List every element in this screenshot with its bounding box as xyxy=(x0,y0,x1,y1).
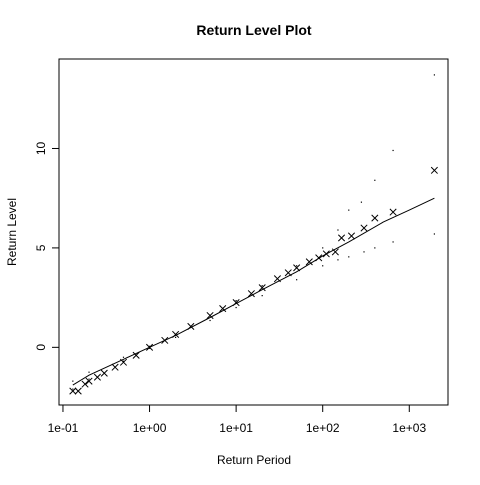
confidence-point xyxy=(72,380,74,382)
y-tick-label: 0 xyxy=(34,344,48,351)
y-tick-label: 10 xyxy=(34,141,48,155)
confidence-point xyxy=(72,388,74,390)
empirical-point xyxy=(247,290,255,298)
confidence-point xyxy=(148,345,151,347)
confidence-point xyxy=(374,179,376,181)
confidence-point xyxy=(261,285,263,287)
empirical-series xyxy=(69,166,438,395)
fitted-line xyxy=(72,197,435,386)
y-tick-label: 5 xyxy=(34,244,48,251)
confidence-point xyxy=(433,74,435,76)
confidence-point xyxy=(322,265,324,267)
fitted-series xyxy=(72,197,435,386)
confidence-point xyxy=(235,300,237,302)
confidence-point xyxy=(122,356,125,358)
empirical-point xyxy=(430,166,438,174)
empirical-point xyxy=(93,373,101,381)
y-axis-label: Return Level xyxy=(5,198,19,266)
confidence-point xyxy=(235,306,237,309)
confidence-point xyxy=(374,247,376,249)
confidence-point xyxy=(348,209,350,211)
confidence-point xyxy=(348,256,350,258)
empirical-point xyxy=(293,264,301,272)
empirical-point xyxy=(371,214,379,222)
confidence-point xyxy=(209,319,211,322)
x-axis: 1e-01 1e+00 1e+01 1e+02 1e+03 xyxy=(48,404,426,435)
confidence-point xyxy=(148,347,151,349)
empirical-point xyxy=(69,387,77,395)
x-tick-label: 1e+01 xyxy=(219,421,253,435)
confidence-point xyxy=(360,201,363,203)
empirical-point xyxy=(119,358,128,366)
x-tick-label: 1e-01 xyxy=(48,421,79,435)
confidence-point xyxy=(88,378,90,380)
empirical-point xyxy=(284,269,292,277)
empirical-point xyxy=(219,305,227,313)
confidence-upper-series xyxy=(72,74,435,382)
confidence-point xyxy=(296,265,298,267)
plot-frame xyxy=(58,58,449,406)
empirical-point xyxy=(322,250,330,258)
empirical-point xyxy=(258,284,266,292)
empirical-point xyxy=(187,322,195,331)
empirical-point xyxy=(347,232,356,240)
empirical-point xyxy=(389,208,397,216)
empirical-point xyxy=(161,336,169,344)
empirical-point xyxy=(305,258,313,266)
confidence-point xyxy=(175,336,177,338)
x-tick-label: 1e+00 xyxy=(133,421,167,435)
y-axis: 0 5 10 xyxy=(34,141,60,351)
empirical-point xyxy=(81,380,89,388)
empirical-point xyxy=(145,343,154,351)
empirical-point xyxy=(337,234,346,242)
series-layer xyxy=(69,74,438,395)
confidence-point xyxy=(322,247,324,249)
confidence-point xyxy=(392,241,394,243)
empirical-point xyxy=(85,377,93,385)
confidence-point xyxy=(175,333,177,336)
confidence-point xyxy=(433,233,435,235)
confidence-point xyxy=(88,371,90,373)
empirical-point xyxy=(315,254,323,262)
x-tick-label: 1e+02 xyxy=(306,421,340,435)
confidence-point xyxy=(296,279,298,281)
confidence-point xyxy=(363,251,365,253)
x-tick-label: 1e+03 xyxy=(392,421,426,435)
empirical-point xyxy=(331,248,339,256)
empirical-point xyxy=(100,369,108,377)
confidence-point xyxy=(337,259,339,261)
confidence-point xyxy=(261,295,263,297)
empirical-point xyxy=(273,275,281,283)
confidence-point xyxy=(209,314,211,317)
confidence-point xyxy=(122,360,125,362)
empirical-point xyxy=(132,351,140,359)
confidence-point xyxy=(392,149,394,152)
empirical-point xyxy=(111,363,119,371)
confidence-lower-series xyxy=(72,233,435,390)
empirical-point xyxy=(74,387,82,395)
x-axis-label: Return Period xyxy=(217,453,291,467)
confidence-point xyxy=(337,229,339,231)
empirical-point xyxy=(232,299,240,307)
empirical-point xyxy=(360,224,368,232)
chart-title: Return Level Plot xyxy=(196,22,311,38)
